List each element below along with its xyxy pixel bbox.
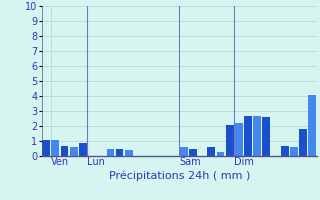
- Bar: [235, 123, 243, 156]
- Bar: [70, 147, 78, 156]
- Bar: [79, 142, 87, 156]
- Bar: [116, 148, 124, 156]
- Bar: [217, 152, 224, 156]
- Bar: [107, 148, 114, 156]
- Bar: [42, 140, 50, 156]
- Bar: [308, 95, 316, 156]
- Bar: [281, 146, 289, 156]
- Bar: [226, 124, 234, 156]
- Bar: [52, 140, 59, 156]
- Bar: [299, 129, 307, 156]
- Bar: [125, 150, 133, 156]
- Bar: [290, 147, 298, 156]
- Bar: [180, 147, 188, 156]
- Bar: [262, 117, 270, 156]
- Bar: [244, 116, 252, 156]
- Bar: [60, 146, 68, 156]
- X-axis label: Précipitations 24h ( mm ): Précipitations 24h ( mm ): [108, 170, 250, 181]
- Bar: [189, 148, 197, 156]
- Bar: [207, 147, 215, 156]
- Bar: [253, 116, 261, 156]
